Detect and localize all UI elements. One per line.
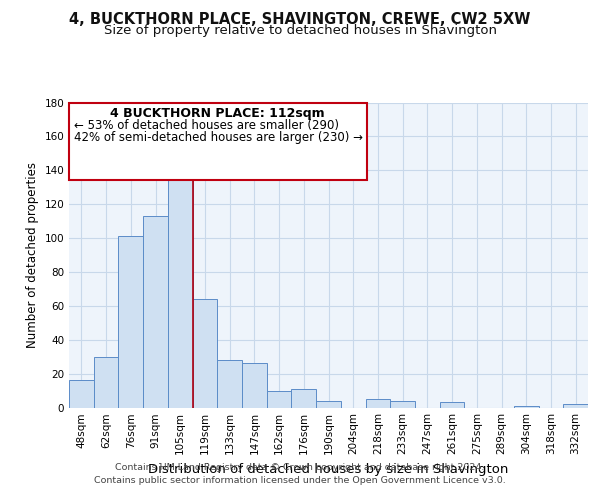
Bar <box>217 360 242 408</box>
X-axis label: Distribution of detached houses by size in Shavington: Distribution of detached houses by size … <box>148 463 509 476</box>
Bar <box>292 389 316 407</box>
Bar <box>94 356 118 408</box>
Bar <box>440 402 464 407</box>
Text: 4, BUCKTHORN PLACE, SHAVINGTON, CREWE, CW2 5XW: 4, BUCKTHORN PLACE, SHAVINGTON, CREWE, C… <box>70 12 530 28</box>
Bar <box>118 236 143 408</box>
Text: 4 BUCKTHORN PLACE: 112sqm: 4 BUCKTHORN PLACE: 112sqm <box>110 107 324 120</box>
Text: Size of property relative to detached houses in Shavington: Size of property relative to detached ho… <box>104 24 497 37</box>
Bar <box>390 400 415 407</box>
Text: ← 53% of detached houses are smaller (290): ← 53% of detached houses are smaller (29… <box>74 120 339 132</box>
Bar <box>143 216 168 408</box>
Bar <box>193 299 217 408</box>
Text: 42% of semi-detached houses are larger (230) →: 42% of semi-detached houses are larger (… <box>74 132 363 144</box>
Bar <box>563 404 588 407</box>
Bar <box>267 390 292 407</box>
Bar <box>168 170 193 408</box>
Bar <box>242 364 267 408</box>
Text: Contains HM Land Registry data © Crown copyright and database right 2024.: Contains HM Land Registry data © Crown c… <box>115 462 485 471</box>
Bar <box>365 399 390 407</box>
Bar <box>69 380 94 407</box>
Bar <box>316 400 341 407</box>
Y-axis label: Number of detached properties: Number of detached properties <box>26 162 39 348</box>
Bar <box>514 406 539 407</box>
Text: Contains public sector information licensed under the Open Government Licence v3: Contains public sector information licen… <box>94 476 506 485</box>
FancyBboxPatch shape <box>69 102 367 180</box>
